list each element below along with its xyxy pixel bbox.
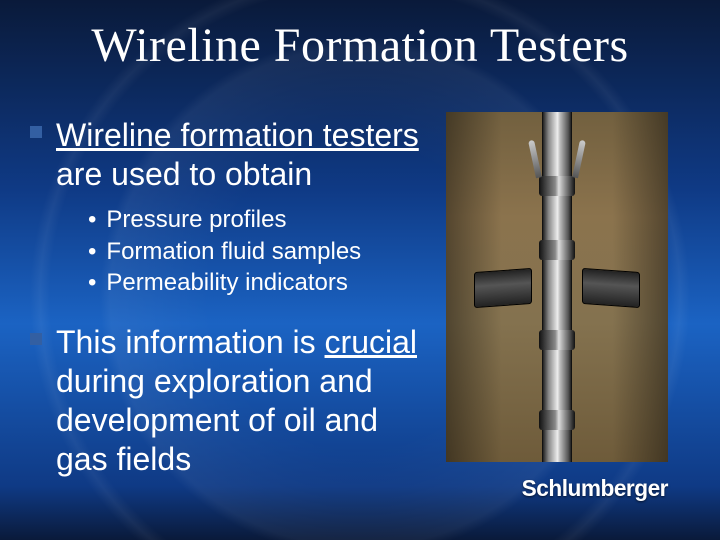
tool-probe-shape [572, 140, 586, 178]
tool-collar-shape [539, 330, 575, 350]
bullet-item-2: This information is crucial during explo… [30, 323, 430, 479]
tool-arm-shape [474, 268, 532, 308]
slide: Wireline Formation Testers Wireline form… [0, 0, 720, 540]
slide-title: Wireline Formation Testers [0, 18, 720, 73]
sub-bullet-list: • Pressure profiles • Formation fluid sa… [88, 204, 430, 299]
brand-logo-text: Schlumberger [522, 475, 668, 502]
body-text-block: Wireline formation testers are used to o… [30, 116, 430, 489]
dot-bullet-icon: • [88, 204, 96, 236]
bullet-item-1: Wireline formation testers are used to o… [30, 116, 430, 194]
tool-collar-shape [539, 240, 575, 260]
bullet-item-2-prefix: This information is [56, 324, 325, 360]
dot-bullet-icon: • [88, 267, 96, 299]
tool-arm-shape [582, 268, 640, 308]
tool-probe-shape [528, 140, 542, 178]
square-bullet-icon [30, 333, 42, 345]
sub-bullet-text: Formation fluid samples [106, 236, 430, 268]
sub-bullet-item: • Pressure profiles [88, 204, 430, 236]
bullet-item-2-rest: during exploration and development of oi… [56, 363, 378, 477]
sub-bullet-item: • Permeability indicators [88, 267, 430, 299]
square-bullet-icon [30, 126, 42, 138]
underlined-word-2: crucial [325, 324, 417, 360]
bullet-item-1-text: Wireline formation testers are used to o… [56, 116, 430, 194]
tool-photo [446, 112, 668, 462]
dot-bullet-icon: • [88, 236, 96, 268]
tool-collar-shape [539, 176, 575, 196]
bullet-item-2-text: This information is crucial during explo… [56, 323, 430, 479]
sub-bullet-text: Pressure profiles [106, 204, 430, 236]
sub-bullet-text: Permeability indicators [106, 267, 430, 299]
bullet-item-1-rest: are used to obtain [56, 156, 312, 192]
tool-collar-shape [539, 410, 575, 430]
sub-bullet-item: • Formation fluid samples [88, 236, 430, 268]
underlined-phrase-1: Wireline formation testers [56, 117, 419, 153]
